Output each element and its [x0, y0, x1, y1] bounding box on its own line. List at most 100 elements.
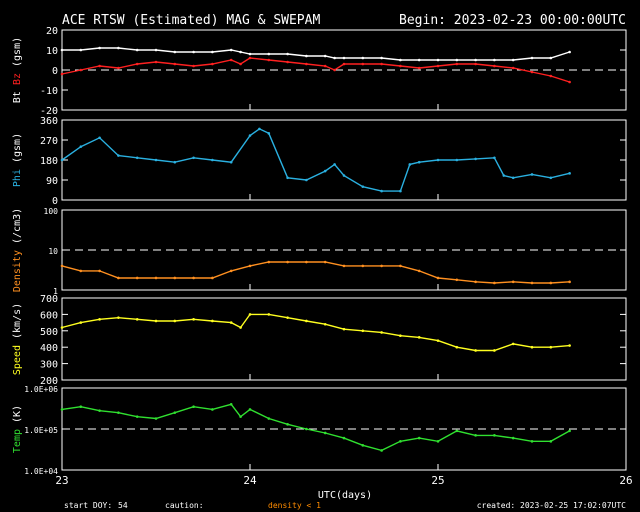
panels-group: -20 -10 0 10 20 Bt Bz (gsm) 0 90 180 270 360 Phi (g…: [12, 26, 633, 487]
data-point-speed: [60, 326, 64, 329]
data-point-bt: [173, 50, 177, 54]
data-point-speed: [399, 334, 402, 338]
y-tick-label: 10: [48, 247, 58, 256]
data-point-bz: [380, 62, 383, 66]
data-point-temp: [239, 415, 242, 418]
data-point-phi: [60, 158, 64, 162]
panel-frame-3: [61, 297, 627, 381]
x-tick-label: 25: [431, 474, 444, 487]
data-point-density: [549, 281, 553, 285]
data-point-bt: [267, 52, 271, 56]
data-point-bz: [549, 74, 553, 78]
data-point-temp: [530, 440, 534, 443]
y-tick-label: 10: [46, 46, 58, 57]
data-point-bt: [436, 58, 440, 62]
caution-label: caution:: [165, 501, 204, 510]
ylabel-part: Bt: [12, 91, 23, 103]
data-point-temp: [248, 408, 252, 411]
data-point-bz: [135, 62, 139, 66]
y-tick-label: 1.0E+05: [24, 426, 58, 435]
data-point-speed: [455, 345, 459, 349]
ylabel-part: Temp: [12, 429, 23, 453]
ylabel-part: (gsm): [12, 37, 23, 73]
data-point-phi: [380, 189, 383, 193]
y-tick-label: 400: [40, 343, 58, 354]
data-point-temp: [568, 429, 571, 433]
data-point-phi: [305, 178, 308, 182]
data-point-bz: [229, 58, 233, 62]
data-point-speed: [98, 318, 101, 321]
data-point-phi: [474, 157, 477, 161]
y-tick-label: 1.0E+04: [24, 467, 58, 476]
data-point-phi: [79, 145, 83, 148]
data-point-temp: [493, 434, 496, 437]
panel-ylabel: Phi (gsm): [12, 133, 23, 187]
data-point-speed: [173, 319, 177, 323]
series-line-bt: [62, 47, 570, 61]
data-point-density: [342, 264, 346, 268]
data-point-bt: [399, 58, 402, 62]
begin-time: Begin: 2023-02-23 00:00:00UTC: [399, 13, 626, 28]
data-point-temp: [436, 440, 440, 443]
data-point-density: [79, 269, 83, 273]
ylabel-part: (K): [12, 405, 23, 429]
data-point-density: [305, 260, 308, 264]
data-point-density: [568, 280, 571, 284]
chart-title: ACE RTSW (Estimated) MAG & SWEPAM: [62, 13, 320, 28]
panel-ylabel: Density (/cm3): [12, 208, 23, 292]
data-point-bz: [455, 62, 459, 66]
x-tick-label: 23: [55, 474, 68, 487]
ylabel-part: (gsm): [12, 133, 23, 169]
data-point-temp: [192, 405, 195, 408]
data-point-bz: [98, 64, 101, 68]
data-point-speed: [380, 331, 383, 334]
data-point-phi: [211, 158, 214, 162]
data-point-temp: [173, 411, 177, 414]
data-point-bt: [530, 56, 534, 60]
data-point-phi: [361, 185, 365, 188]
data-point-density: [323, 260, 327, 264]
data-point-bz: [79, 68, 83, 72]
data-point-temp: [98, 409, 101, 412]
data-point-bt: [154, 48, 158, 52]
data-point-bz: [192, 64, 195, 68]
data-point-bz: [154, 60, 158, 64]
y-tick-label: 200: [40, 376, 58, 387]
panel-ylabel: Temp (K): [12, 405, 23, 453]
data-point-density: [474, 280, 477, 284]
data-point-speed: [530, 345, 534, 349]
data-point-temp: [117, 411, 120, 414]
data-point-speed: [417, 336, 421, 339]
data-point-bz: [173, 62, 177, 66]
series-line-phi: [61, 128, 570, 192]
data-point-temp: [455, 429, 459, 433]
data-point-temp: [474, 434, 477, 437]
caution-text: density < 1: [268, 501, 321, 510]
data-point-speed: [474, 349, 477, 352]
data-point-speed: [117, 316, 120, 319]
data-point-bz: [333, 68, 336, 72]
data-point-density: [135, 276, 139, 280]
data-point-bt: [474, 58, 477, 62]
data-point-bz: [399, 64, 402, 68]
data-point-speed: [436, 339, 440, 342]
data-point-phi: [417, 160, 421, 164]
data-point-phi: [135, 156, 139, 160]
data-point-temp: [417, 436, 421, 440]
panel-ylabel: Bt Bz (gsm): [12, 37, 23, 103]
data-point-phi: [408, 163, 412, 166]
data-point-speed: [248, 313, 252, 316]
data-point-temp: [511, 436, 515, 440]
ylabel-part: Speed: [12, 345, 23, 375]
y-tick-label: 300: [40, 360, 58, 371]
data-point-density: [417, 269, 421, 273]
data-point-bz: [474, 62, 477, 66]
data-point-density: [530, 281, 534, 285]
data-point-density: [399, 264, 402, 268]
data-point-speed: [239, 326, 242, 329]
data-point-speed: [568, 344, 571, 347]
y-tick-label: 1.0E+06: [24, 385, 58, 394]
data-point-temp: [399, 440, 402, 443]
y-tick-label: 500: [40, 327, 58, 338]
